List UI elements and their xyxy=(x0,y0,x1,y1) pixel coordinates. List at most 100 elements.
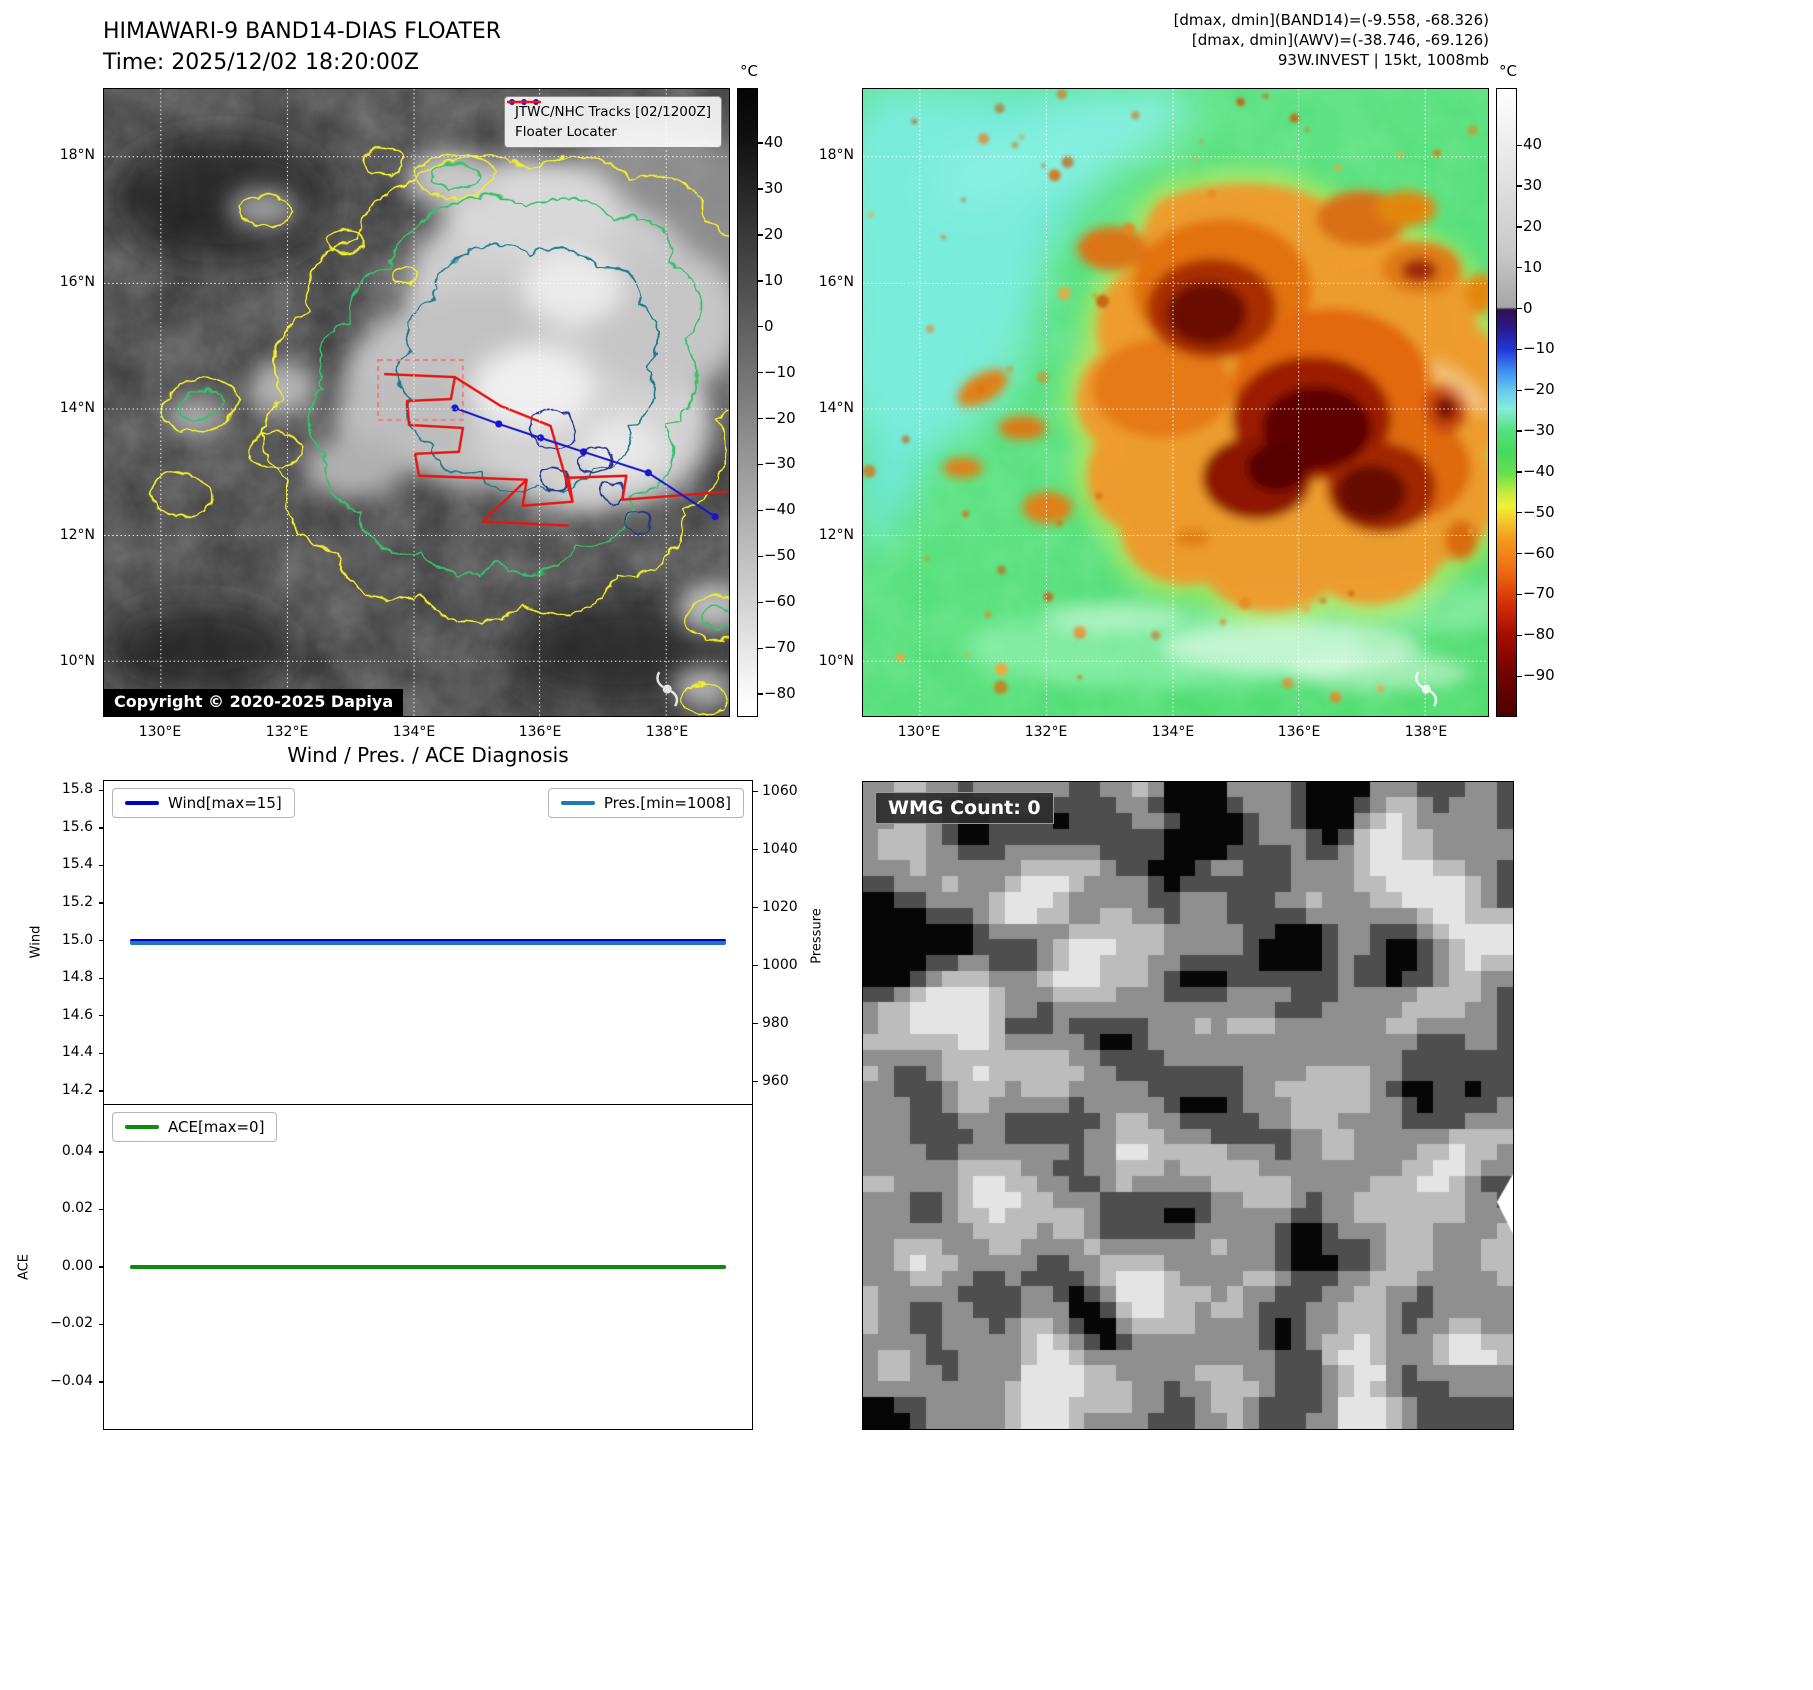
pressure-tick-label: 1020 xyxy=(762,898,798,915)
convection-speckle xyxy=(1219,619,1227,626)
convection-speckle xyxy=(923,556,930,562)
colorbar-tick-mark xyxy=(758,142,763,144)
ace-tick-label: 0.00 xyxy=(61,1257,93,1274)
pressure-axis-label: Pressure xyxy=(809,908,825,964)
convection-speckle xyxy=(1096,294,1110,308)
colorbar-tick-label: 0 xyxy=(764,316,774,335)
colorbar-tick-label: 30 xyxy=(764,179,784,197)
pressure-tick-mark xyxy=(753,790,758,793)
colorbar-tick-mark xyxy=(758,188,763,190)
convection-speckle xyxy=(1092,293,1097,298)
lon-tick-label: 134°E xyxy=(1151,724,1195,740)
convection-speckle xyxy=(1432,149,1442,158)
band14-map-legend: JTWC/NHC Tracks [02/1200Z] Floater Locat… xyxy=(503,96,722,148)
band14-colorbar xyxy=(737,88,758,717)
wind-tick-label: 15.4 xyxy=(61,856,93,873)
colorbar-tick-label: 40 xyxy=(764,133,784,152)
convection-speckle xyxy=(961,197,966,203)
colorbar-tick-label: 40 xyxy=(1523,135,1543,154)
colorbar-tick-label: −10 xyxy=(764,362,796,381)
colorbar-tick-label: −50 xyxy=(1523,502,1555,521)
colorbar-tick-mark xyxy=(1517,593,1522,596)
ace-tick-mark xyxy=(98,1266,103,1268)
colorbar-tick-mark xyxy=(758,417,763,420)
convection-speckle xyxy=(1199,140,1203,144)
ace-tick-label: −0.02 xyxy=(50,1315,93,1332)
convection-speckle xyxy=(1238,597,1251,610)
awv-header-dmax-awv: [dmax, dmin](AWV)=(-38.746, -69.126) xyxy=(1191,31,1489,49)
lon-tick-label: 132°E xyxy=(1024,724,1068,740)
band14-map-panel: JTWC/NHC Tracks [02/1200Z] Floater Locat… xyxy=(103,88,730,717)
lon-tick-label: 130°E xyxy=(897,724,941,740)
wind-tick-mark xyxy=(98,902,103,904)
colorbar-tick-mark xyxy=(1517,389,1522,391)
colorbar-tick-label: −40 xyxy=(1523,461,1555,480)
wmg-mosaic-image xyxy=(863,782,1513,1429)
band14-cloud-mass xyxy=(163,128,729,708)
ace-legend-label: ACE[max=0] xyxy=(168,1118,265,1136)
band14-title-block: HIMAWARI-9 BAND14-DIAS FLOATER Time: 202… xyxy=(103,16,501,78)
wind-tick-label: 15.0 xyxy=(61,931,93,948)
colorbar-tick-label: 30 xyxy=(1523,176,1543,195)
colorbar-tick-label: 20 xyxy=(764,224,784,243)
ace-line-swatch xyxy=(125,1125,159,1129)
convection-speckle xyxy=(1056,519,1063,527)
convection-speckle xyxy=(984,611,992,618)
pressure-tick-label: 960 xyxy=(762,1072,789,1089)
chart-title: Wind / Pres. / ACE Diagnosis xyxy=(287,743,569,767)
convection-speckle xyxy=(1193,156,1198,161)
colorbar-tick-mark xyxy=(1517,512,1522,514)
colorbar-tick-mark xyxy=(1517,267,1522,269)
band14-title: HIMAWARI-9 BAND14-DIAS FLOATER xyxy=(103,19,502,44)
convection-speckle xyxy=(995,663,1008,676)
convection-speckle xyxy=(997,565,1006,575)
convection-speckle xyxy=(1305,127,1310,132)
colorbar-tick-label: −20 xyxy=(1523,380,1555,399)
wind-tick-mark xyxy=(98,864,103,867)
colorbar-tick-mark xyxy=(1517,430,1522,432)
colorbar-tick-mark xyxy=(1517,144,1522,146)
wind-tick-mark xyxy=(98,827,103,829)
colorbar-tick-mark xyxy=(1517,471,1522,473)
colorbar-tick-mark xyxy=(758,372,763,374)
cyclone-watermark-icon xyxy=(1415,671,1438,707)
floater-legend-row: Floater Locater xyxy=(506,100,711,142)
convection-speckle xyxy=(1236,97,1245,107)
colorbar-tick-label: 20 xyxy=(1523,216,1543,235)
convection-speckle xyxy=(967,384,975,392)
convection-speckle xyxy=(1077,675,1082,680)
awv-colorbar-unit: °C xyxy=(1499,62,1517,80)
wind-tick-label: 15.2 xyxy=(61,894,93,911)
lat-tick-label: 18°N xyxy=(59,146,95,163)
colorbar-tick-mark xyxy=(758,326,763,328)
lon-tick-label: 138°E xyxy=(645,724,689,740)
lat-tick-label: 12°N xyxy=(59,526,95,543)
pressure-legend: Pres.[min=1008] xyxy=(547,788,744,818)
wmg-count-badge: WMG Count: 0 xyxy=(875,792,1054,824)
lon-tick-label: 138°E xyxy=(1404,724,1448,740)
wind-line-swatch xyxy=(125,801,159,805)
convection-speckle xyxy=(1467,124,1478,136)
wmg-panel: WMG Count: 0 xyxy=(862,781,1514,1430)
convection-speckle xyxy=(1095,492,1103,500)
convection-speckle xyxy=(1207,189,1217,198)
wind-tick-mark xyxy=(98,789,103,791)
cyclone-watermark-icon xyxy=(656,671,679,707)
wind-tick-mark xyxy=(98,939,103,942)
colorbar-tick-mark xyxy=(1517,185,1522,187)
lat-tick-label: 16°N xyxy=(59,273,95,290)
convection-speckle xyxy=(1011,141,1019,149)
ace-tick-label: 0.04 xyxy=(61,1142,93,1159)
colorbar-tick-label: 0 xyxy=(1523,298,1533,317)
colorbar-tick-label: 10 xyxy=(764,270,784,289)
copyright-badge: Copyright © 2020-2025 Dapiya xyxy=(104,689,404,716)
colorbar-tick-mark xyxy=(758,555,763,557)
lon-tick-label: 136°E xyxy=(518,724,562,740)
pressure-tick-label: 1000 xyxy=(762,956,798,973)
colorbar-tick-label: −30 xyxy=(1523,421,1555,440)
convection-speckle xyxy=(1262,93,1269,100)
convection-speckle xyxy=(1057,286,1071,301)
colorbar-tick-mark xyxy=(1517,307,1522,310)
convection-speckle xyxy=(1334,164,1342,172)
